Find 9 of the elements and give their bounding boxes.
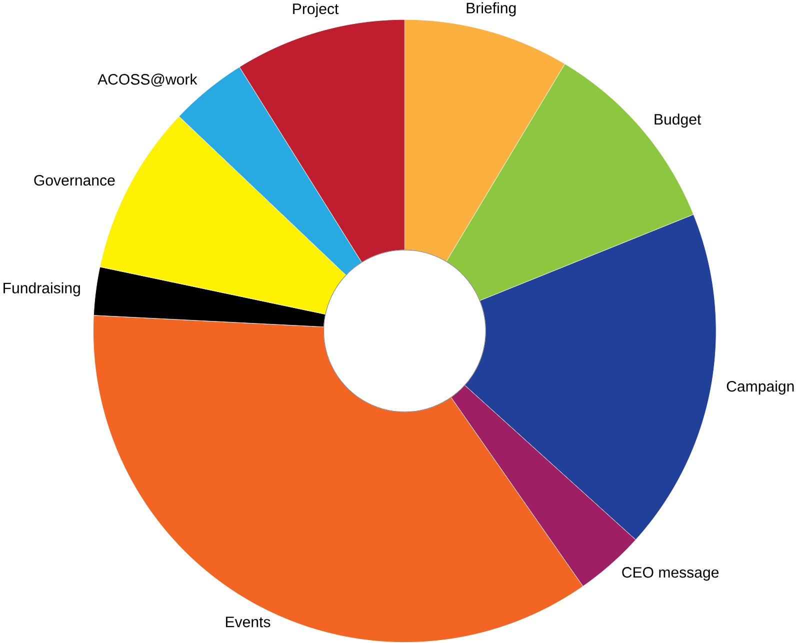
slice-label: Project [293,3,339,18]
slice-label: Events [226,617,270,628]
slice-label: CEO message [622,567,719,581]
slice-label: Budget [654,114,702,128]
slice-label: ACOSS@work [98,74,198,87]
slice-label: Briefing [466,2,516,17]
slice-label: Fundraising [4,282,80,297]
slice-label: Campaign [726,380,794,395]
slice-label: Governance [34,175,115,186]
